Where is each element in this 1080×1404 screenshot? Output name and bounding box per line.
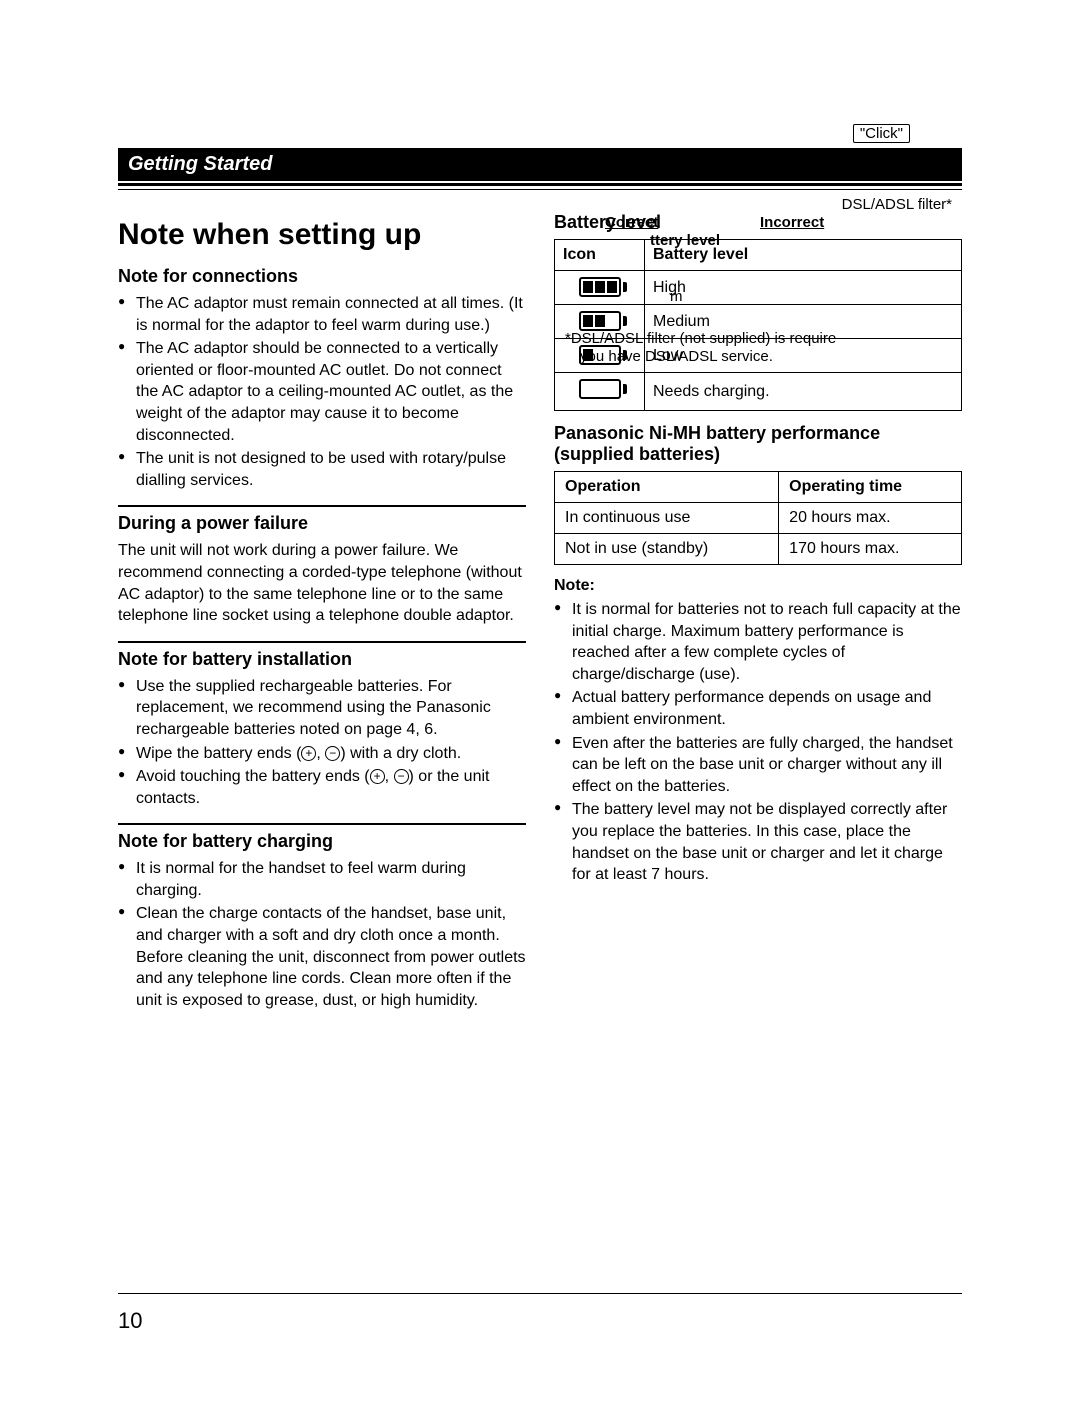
time-cell: 170 hours max. <box>779 534 962 565</box>
list-item: Even after the batteries are fully charg… <box>554 733 962 798</box>
separator <box>118 641 526 643</box>
section-title: Getting Started <box>118 148 962 181</box>
note-list: It is normal for batteries not to reach … <box>554 599 962 886</box>
battery-icon-cell <box>555 271 645 305</box>
heading-connections: Note for connections <box>118 266 526 287</box>
col-operation: Operation <box>555 472 779 503</box>
list-item: The AC adaptor must remain connected at … <box>118 293 526 336</box>
list-item: Actual battery performance depends on us… <box>554 687 962 730</box>
artifact-ttery: ttery level <box>650 232 720 249</box>
table-header-row: Icon Battery level <box>555 240 962 271</box>
left-column: Note when setting up Note for connection… <box>118 210 526 1013</box>
col-operating-time: Operating time <box>779 472 962 503</box>
page: "Click" DSL/ADSL filter* Correct Incorre… <box>0 0 1080 1404</box>
page-number: 10 <box>118 1308 142 1334</box>
time-cell: 20 hours max. <box>779 503 962 534</box>
col-icon: Icon <box>555 240 645 271</box>
battery-charging-list: It is normal for the handset to feel war… <box>118 858 526 1011</box>
battery-medium-icon <box>579 311 621 331</box>
minus-icon: − <box>394 769 409 784</box>
power-failure-body: The unit will not work during a power fa… <box>118 540 526 626</box>
table-row: High <box>555 271 962 305</box>
heading-power-failure: During a power failure <box>118 513 526 534</box>
connections-list: The AC adaptor must remain connected at … <box>118 293 526 491</box>
list-item: The AC adaptor should be connected to a … <box>118 338 526 446</box>
rule-thin <box>118 189 962 190</box>
heading-performance: Panasonic Ni-MH battery performance (sup… <box>554 423 962 465</box>
table-row: Needs charging. <box>555 373 962 411</box>
plus-icon: + <box>370 769 385 784</box>
battery-level-label: Needs charging. <box>645 373 962 411</box>
battery-empty-icon <box>579 379 621 399</box>
op-cell: In continuous use <box>555 503 779 534</box>
list-item: The battery level may not be displayed c… <box>554 799 962 885</box>
artifact-correct: Correct <box>605 214 658 231</box>
list-item: Use the supplied rechargeable batteries.… <box>118 676 526 741</box>
table-row: Not in use (standby) 170 hours max. <box>555 534 962 565</box>
artifact-dsl-label: DSL/ADSL filter* <box>842 196 952 213</box>
list-item: Clean the charge contacts of the handset… <box>118 903 526 1011</box>
battery-install-list: Use the supplied rechargeable batteries.… <box>118 676 526 810</box>
page-title: Note when setting up <box>118 218 526 252</box>
minus-icon: − <box>325 746 340 761</box>
plus-icon: + <box>301 746 316 761</box>
op-cell: Not in use (standby) <box>555 534 779 565</box>
battery-low-icon <box>579 345 621 365</box>
artifact-m: m <box>670 288 683 305</box>
list-item: It is normal for the handset to feel war… <box>118 858 526 901</box>
list-item: It is normal for batteries not to reach … <box>554 599 962 685</box>
list-item: Avoid touching the battery ends (+, −) o… <box>118 766 526 809</box>
separator <box>118 823 526 825</box>
list-item: Wipe the battery ends (+, −) with a dry … <box>118 743 526 765</box>
table-header-row: Operation Operating time <box>555 472 962 503</box>
battery-level-table: Icon Battery level High <box>554 239 962 411</box>
footer-rule <box>118 1293 962 1295</box>
list-item: The unit is not designed to be used with… <box>118 448 526 491</box>
note-label: Note: <box>554 577 962 595</box>
artifact-click-label: "Click" <box>853 124 910 143</box>
artifact-incorrect: Incorrect <box>760 214 824 231</box>
battery-level-label: High <box>645 271 962 305</box>
operation-table: Operation Operating time In continuous u… <box>554 471 962 565</box>
table-row: In continuous use 20 hours max. <box>555 503 962 534</box>
heading-battery-install: Note for battery installation <box>118 649 526 670</box>
battery-icon-cell <box>555 373 645 411</box>
battery-high-icon <box>579 277 621 297</box>
separator <box>118 505 526 507</box>
rule-thick <box>118 183 962 186</box>
heading-battery-charging: Note for battery charging <box>118 831 526 852</box>
